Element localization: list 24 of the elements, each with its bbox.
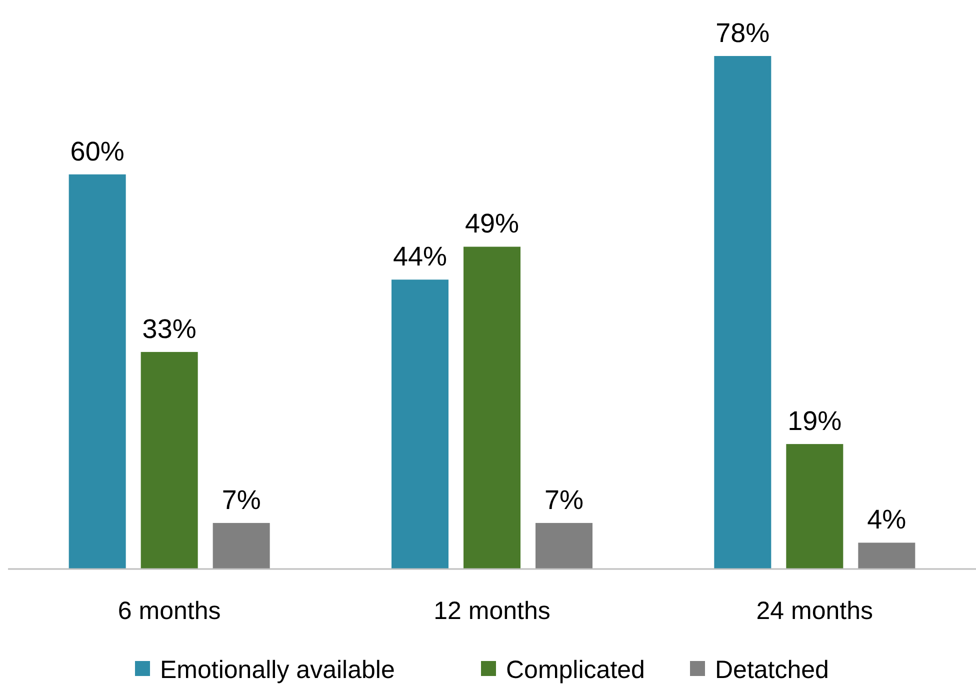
bar xyxy=(464,246,520,569)
data-label: 19% xyxy=(788,406,842,436)
data-label: 78% xyxy=(716,18,770,48)
data-label: 7% xyxy=(222,484,261,515)
x-tick-label: 12 months xyxy=(434,597,550,625)
legend-label: Complicated xyxy=(506,656,645,684)
data-label: 4% xyxy=(867,504,906,535)
bar xyxy=(858,542,916,569)
legend-label: Detatched xyxy=(715,656,829,684)
bar xyxy=(212,522,270,569)
x-tick-label: 6 months xyxy=(118,597,221,625)
data-label: 49% xyxy=(464,208,520,239)
bar xyxy=(786,444,844,569)
legend-label: Emotionally available xyxy=(160,656,395,684)
bar xyxy=(536,522,592,569)
data-label: 7% xyxy=(544,484,584,515)
bar xyxy=(714,56,772,569)
data-label: 33% xyxy=(142,314,196,344)
bar xyxy=(140,352,198,569)
data-label: 60% xyxy=(70,136,124,166)
data-label: 44% xyxy=(392,242,448,272)
bar xyxy=(392,280,448,569)
bar xyxy=(68,174,126,569)
x-tick-label: 24 months xyxy=(756,597,874,625)
